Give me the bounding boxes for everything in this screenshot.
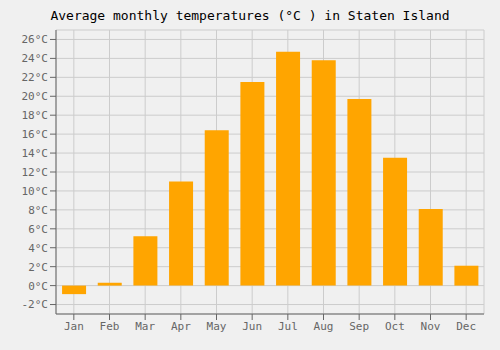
svg-text:Jun: Jun — [242, 320, 262, 333]
svg-text:May: May — [207, 320, 227, 333]
svg-text:22°C: 22°C — [22, 71, 49, 84]
svg-text:18°C: 18°C — [22, 109, 49, 122]
svg-text:Nov: Nov — [421, 320, 441, 333]
svg-text:24°C: 24°C — [22, 52, 49, 65]
svg-text:2°C: 2°C — [28, 261, 48, 274]
svg-text:0°C: 0°C — [28, 280, 48, 293]
svg-text:Aug: Aug — [314, 320, 334, 333]
svg-text:10°C: 10°C — [22, 185, 49, 198]
svg-text:Oct: Oct — [385, 320, 405, 333]
svg-text:Dec: Dec — [456, 320, 476, 333]
svg-text:4°C: 4°C — [28, 242, 48, 255]
svg-text:Apr: Apr — [171, 320, 191, 333]
svg-text:6°C: 6°C — [28, 223, 48, 236]
svg-text:Mar: Mar — [135, 320, 155, 333]
svg-text:14°C: 14°C — [22, 147, 49, 160]
svg-text:26°C: 26°C — [22, 33, 49, 46]
html-text:Average monthly temperatures (: Average monthly temperatures (°C ) in St… — [50, 8, 450, 23]
svg-text:Jan: Jan — [64, 320, 84, 333]
svg-text:16°C: 16°C — [22, 128, 49, 141]
svg-text:Jul: Jul — [278, 320, 298, 333]
svg-text:12°C: 12°C — [22, 166, 49, 179]
svg-text:8°C: 8°C — [28, 204, 48, 217]
svg-text:-2°C: -2°C — [22, 298, 49, 311]
svg-text:Sep: Sep — [349, 320, 369, 333]
svg-text:Feb: Feb — [100, 320, 120, 333]
svg-text:20°C: 20°C — [22, 90, 49, 103]
